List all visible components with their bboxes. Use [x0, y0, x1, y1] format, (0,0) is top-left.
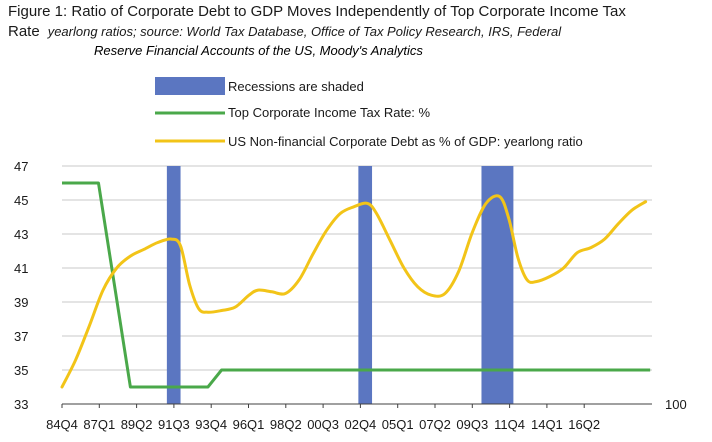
x-tick-label: 14Q1 — [531, 417, 563, 432]
y-tick-label: 41 — [14, 261, 28, 276]
chart-title-rate: Rate — [8, 23, 40, 40]
y-tick-label: 47 — [14, 159, 28, 174]
y-tick-label: 35 — [14, 363, 28, 378]
chart-title-line2: Rate yearlong ratios; source: World Tax D… — [8, 22, 708, 42]
legend: Recessions are shaded Top Corporate Inco… — [155, 77, 583, 149]
x-tick-label: 98Q2 — [270, 417, 302, 432]
chart-subtitle-line2: Reserve Financial Accounts of the US, Mo… — [94, 43, 423, 58]
x-tick-label: 91Q3 — [158, 417, 190, 432]
chart-subtitle-line1: yearlong ratios; source: World Tax Datab… — [47, 24, 562, 39]
series-line-debt-ratio — [60, 194, 648, 389]
recession-bar — [358, 166, 373, 404]
y-tick-label: 37 — [14, 329, 28, 344]
x-tick-label: 09Q3 — [456, 417, 488, 432]
y-tick-label: 43 — [14, 227, 28, 242]
x-tick-label: 84Q4 — [46, 417, 78, 432]
legend-tax-label: Top Corporate Income Tax Rate: % — [228, 105, 431, 120]
x-tick-label: 05Q1 — [382, 417, 414, 432]
x-tick-label: 07Q2 — [419, 417, 451, 432]
y-tick-label: 39 — [14, 295, 28, 310]
x-tick-label: 16Q2 — [568, 417, 600, 432]
recession-bar — [166, 166, 181, 404]
x-tick-label: 96Q1 — [233, 417, 265, 432]
x-tick-label: 89Q2 — [121, 417, 153, 432]
x-tick-label: 87Q1 — [83, 417, 115, 432]
chart-title: Figure 1: Ratio of Corporate Debt to GDP… — [8, 2, 708, 60]
legend-recession-label: Recessions are shaded — [228, 79, 364, 94]
series-line-tax-rate — [62, 181, 651, 389]
x-tick-label: 02Q4 — [344, 417, 376, 432]
plot-area: 33 35 37 39 41 43 45 47 84Q4 87Q1 89Q2 91Q3 93Q4 96Q1… — [14, 159, 652, 432]
legend-recession-swatch — [155, 77, 225, 95]
right-axis-label: 100 — [665, 397, 687, 412]
x-tick-label: 93Q4 — [195, 417, 227, 432]
y-tick-label: 45 — [14, 193, 28, 208]
chart-title-line1: Figure 1: Ratio of Corporate Debt to GDP… — [8, 3, 626, 20]
x-tick-label: 00Q3 — [307, 417, 339, 432]
y-tick-label: 33 — [14, 397, 28, 412]
recession-bar — [481, 166, 514, 404]
x-tick-label: 11Q4 — [494, 417, 525, 432]
legend-debt-label: US Non-financial Corporate Debt as % of … — [228, 134, 583, 149]
